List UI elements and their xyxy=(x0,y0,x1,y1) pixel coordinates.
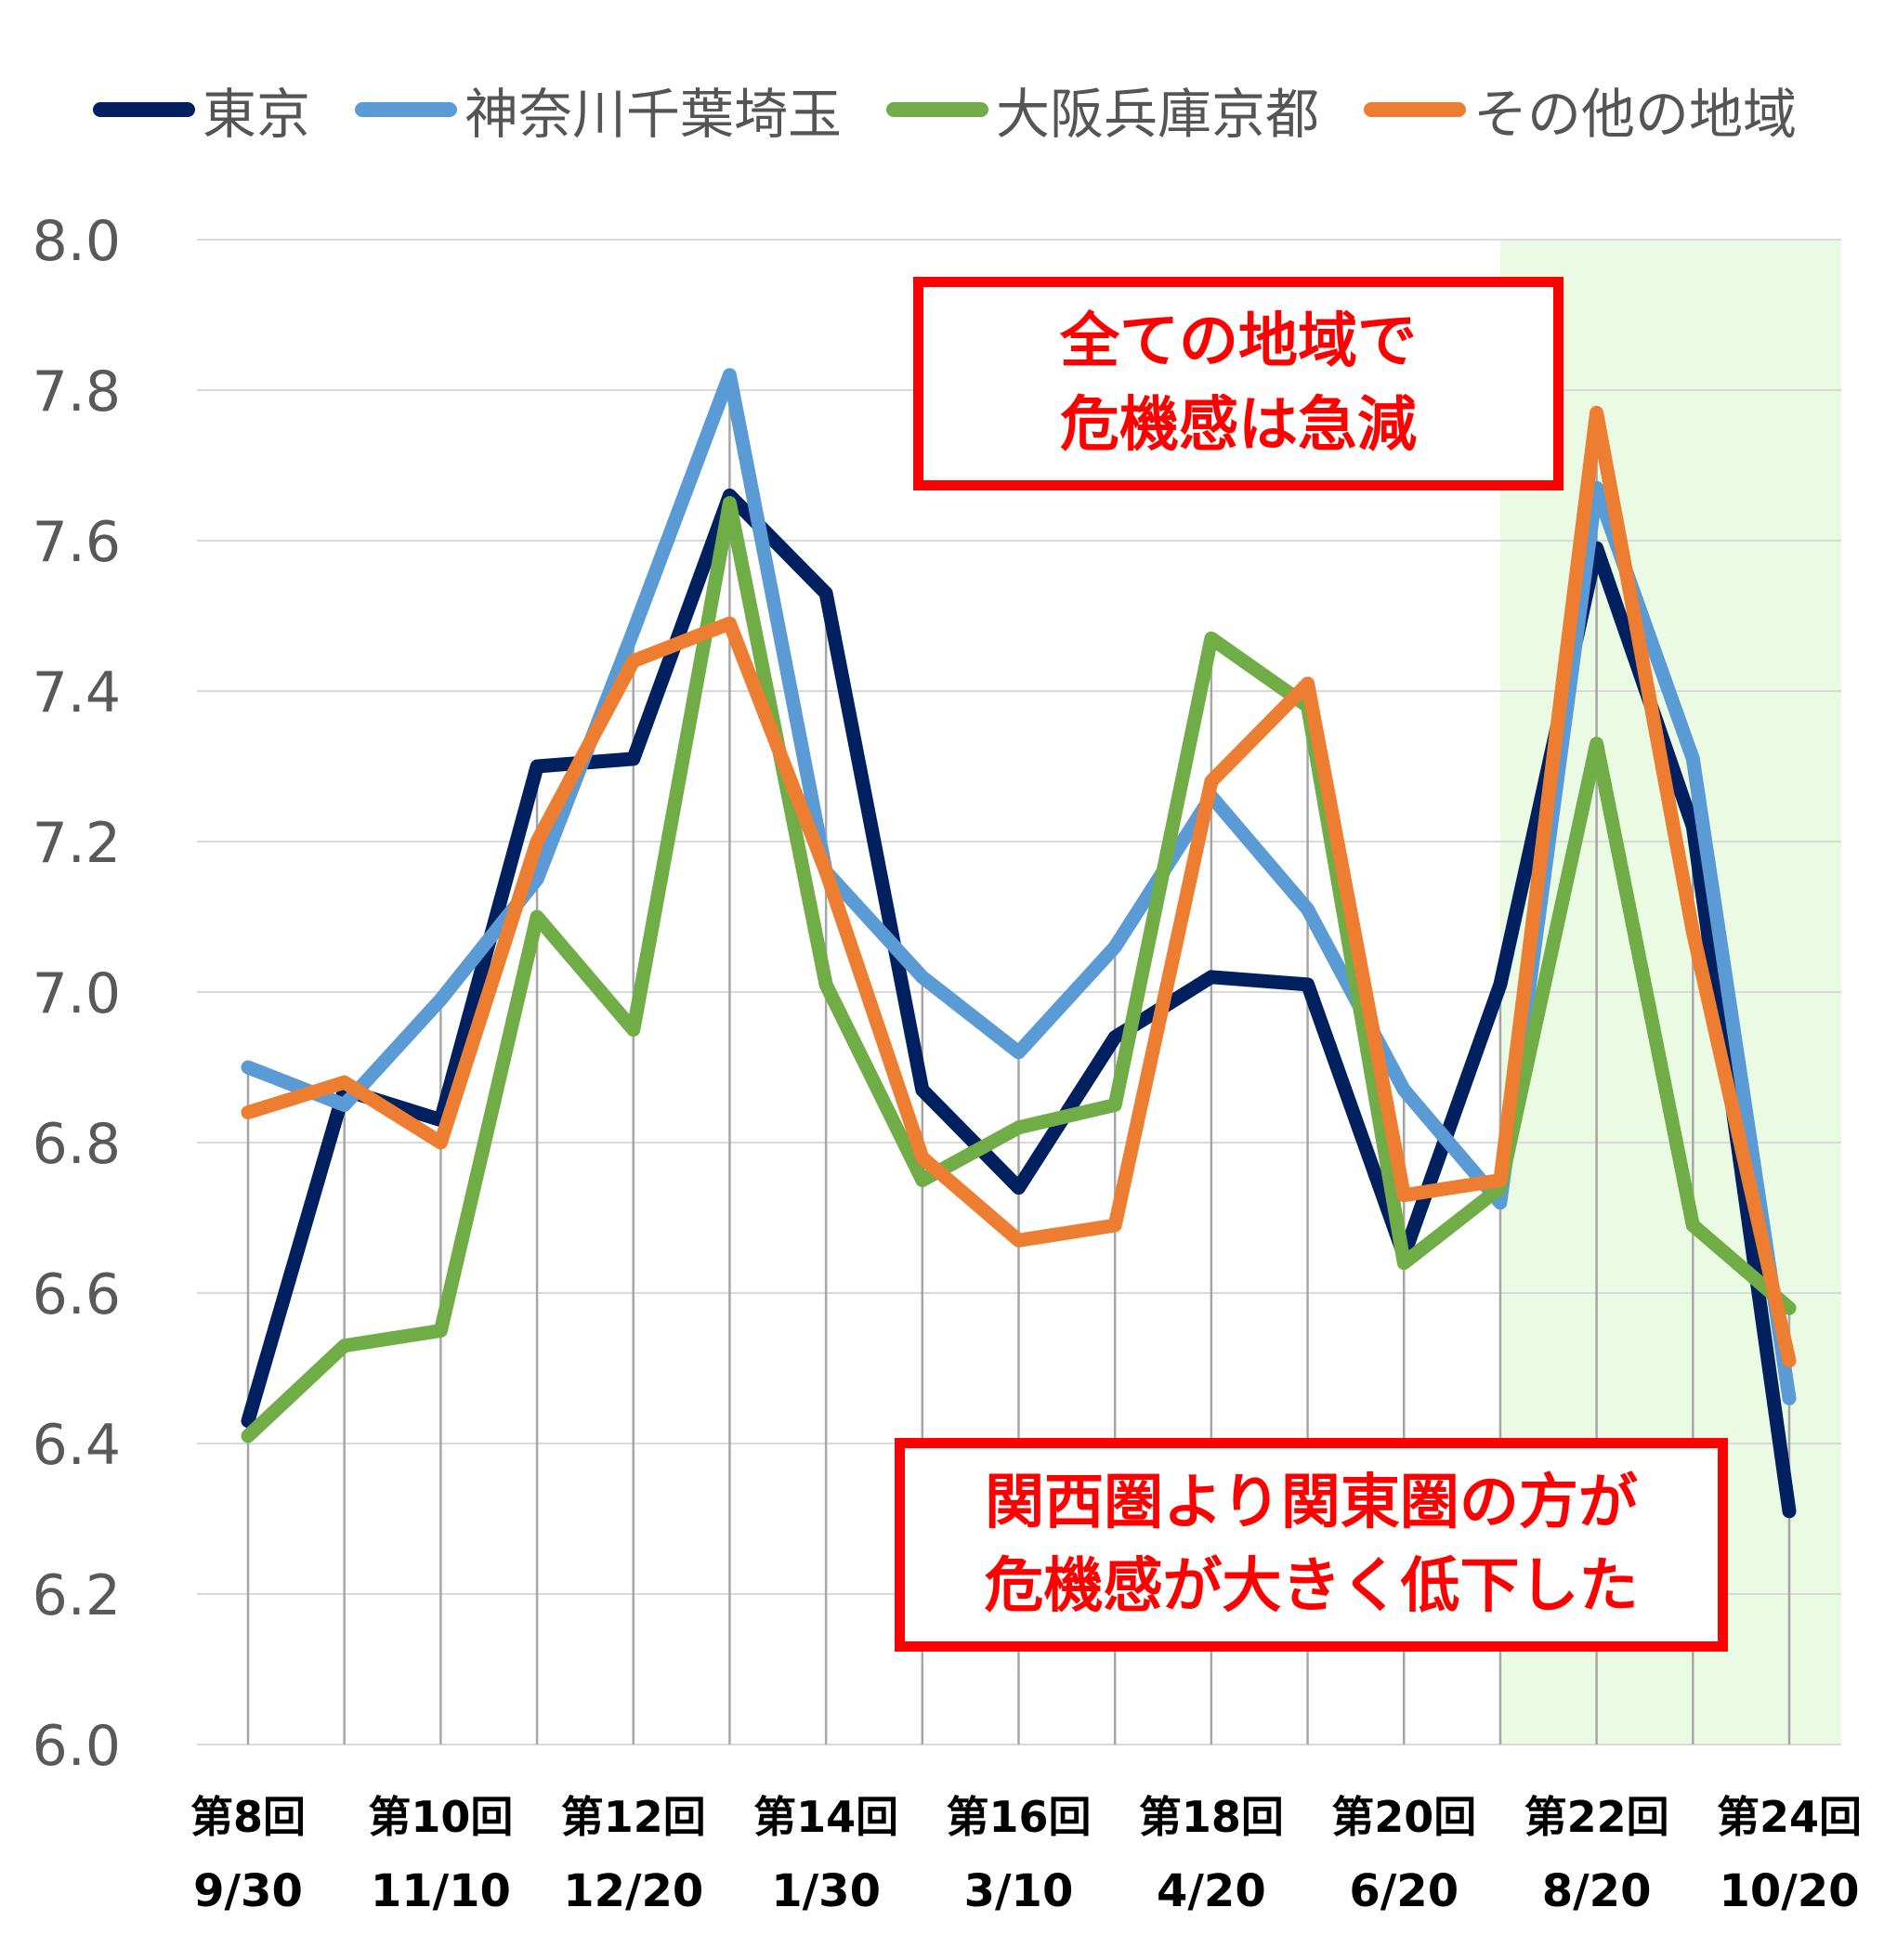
annotation-line: 危機感が大きく低下した xyxy=(984,1552,1639,1621)
x-tick-label-round: 第20回 xyxy=(1331,1792,1476,1842)
y-tick-label: 7.2 xyxy=(33,811,121,876)
y-tick-label: 6.2 xyxy=(33,1563,121,1628)
annotation-line: 関西圏より関東圏の方が xyxy=(985,1469,1638,1537)
legend: 東京 神奈川千葉埼玉 大阪兵庫京都 その他の地域 xyxy=(93,72,1797,147)
legend-swatch xyxy=(1364,102,1467,117)
y-tick-label: 8.0 xyxy=(33,209,121,274)
x-tick-label-round: 第16回 xyxy=(946,1792,1091,1842)
x-tick-label-round: 第22回 xyxy=(1524,1792,1669,1842)
legend-label: 大阪兵庫京都 xyxy=(996,83,1320,146)
x-tick-label-date: 8/20 xyxy=(1542,1865,1652,1917)
x-tick-label-date: 6/20 xyxy=(1349,1865,1459,1917)
y-tick-label: 6.8 xyxy=(33,1112,121,1177)
y-tick-label: 6.0 xyxy=(33,1714,121,1779)
y-tick-label: 7.4 xyxy=(33,660,121,725)
y-tick-label: 6.6 xyxy=(33,1262,121,1327)
legend-swatch xyxy=(355,102,458,117)
legend-swatch xyxy=(93,102,195,117)
x-tick-label-round: 第24回 xyxy=(1717,1792,1862,1842)
y-tick-label: 7.0 xyxy=(33,961,121,1026)
x-tick-label-round: 第8回 xyxy=(190,1792,306,1842)
x-tick-label-round: 第14回 xyxy=(753,1792,898,1842)
annotation-line: 全ての地域で xyxy=(1060,307,1417,376)
legend-swatch xyxy=(886,102,989,117)
legend-label: その他の地域 xyxy=(1473,83,1798,146)
legend-item-osaka-hyogo-kyoto: 大阪兵庫京都 xyxy=(886,71,1319,149)
x-tick-label-date: 11/10 xyxy=(371,1865,511,1917)
x-tick-label-round: 第10回 xyxy=(368,1792,513,1842)
y-tick-label: 7.8 xyxy=(33,359,121,425)
x-tick-label-date: 3/10 xyxy=(964,1865,1074,1917)
annotation-callout-kanto-vs-kansai: 関西圏より関東圏の方が 危機感が大きく低下した xyxy=(895,1438,1728,1652)
x-tick-label-date: 1/30 xyxy=(771,1865,881,1917)
legend-item-other-regions: その他の地域 xyxy=(1364,71,1797,149)
x-tick-label-date: 4/20 xyxy=(1157,1865,1266,1917)
x-tick-label-round: 第18回 xyxy=(1139,1792,1284,1842)
x-tick-label-date: 10/20 xyxy=(1719,1865,1859,1917)
annotation-line: 危機感は急減 xyxy=(1060,391,1417,460)
x-tick-label-round: 第12回 xyxy=(561,1792,706,1842)
legend-item-tokyo: 東京 xyxy=(93,71,310,149)
legend-label: 東京 xyxy=(203,83,311,146)
series-line-0 xyxy=(241,488,1797,1519)
y-tick-label: 6.4 xyxy=(33,1413,121,1478)
legend-label: 神奈川千葉埼玉 xyxy=(464,83,843,146)
annotation-callout-all-regions: 全ての地域で 危機感は急減 xyxy=(913,277,1563,490)
series-lines xyxy=(241,368,1797,1519)
x-tick-label-date: 12/20 xyxy=(563,1865,703,1917)
x-axis-tick-labels: 第8回 9/30 第10回 11/10 第12回 12/20 第14回 1/30 第16回 3/1… xyxy=(190,1792,1862,1917)
legend-item-kanagawa-chiba-saitama: 神奈川千葉埼玉 xyxy=(355,71,842,149)
series-line-3 xyxy=(241,405,1797,1368)
y-tick-label: 7.6 xyxy=(33,510,121,575)
series-line-2 xyxy=(241,496,1797,1444)
y-axis-tick-labels: 6.0 6.2 6.4 6.6 6.8 7.0 7.2 7.4 7.6 7.8 8.0 xyxy=(33,209,121,1779)
x-tick-label-date: 9/30 xyxy=(193,1865,303,1917)
